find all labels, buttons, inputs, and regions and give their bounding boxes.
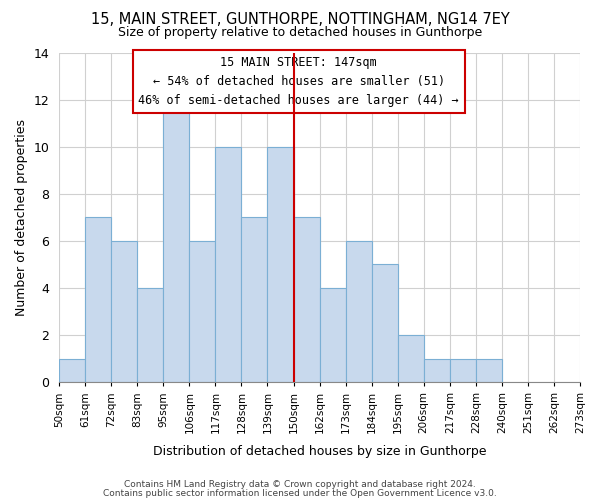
Bar bbox=[241, 218, 268, 382]
Bar bbox=[346, 241, 371, 382]
Bar bbox=[137, 288, 163, 382]
Text: Size of property relative to detached houses in Gunthorpe: Size of property relative to detached ho… bbox=[118, 26, 482, 39]
Bar bbox=[371, 264, 398, 382]
Text: Contains HM Land Registry data © Crown copyright and database right 2024.: Contains HM Land Registry data © Crown c… bbox=[124, 480, 476, 489]
Bar bbox=[320, 288, 346, 382]
X-axis label: Distribution of detached houses by size in Gunthorpe: Distribution of detached houses by size … bbox=[153, 444, 487, 458]
Bar bbox=[111, 241, 137, 382]
Text: 15 MAIN STREET: 147sqm
← 54% of detached houses are smaller (51)
46% of semi-det: 15 MAIN STREET: 147sqm ← 54% of detached… bbox=[139, 56, 459, 107]
Bar bbox=[268, 146, 293, 382]
Bar bbox=[424, 358, 450, 382]
Bar bbox=[450, 358, 476, 382]
Bar bbox=[293, 218, 320, 382]
Bar bbox=[215, 146, 241, 382]
Bar bbox=[163, 100, 190, 382]
Y-axis label: Number of detached properties: Number of detached properties bbox=[15, 119, 28, 316]
Bar bbox=[190, 241, 215, 382]
Text: Contains public sector information licensed under the Open Government Licence v3: Contains public sector information licen… bbox=[103, 488, 497, 498]
Bar bbox=[85, 218, 111, 382]
Bar bbox=[398, 335, 424, 382]
Bar bbox=[59, 358, 85, 382]
Bar bbox=[476, 358, 502, 382]
Text: 15, MAIN STREET, GUNTHORPE, NOTTINGHAM, NG14 7EY: 15, MAIN STREET, GUNTHORPE, NOTTINGHAM, … bbox=[91, 12, 509, 28]
